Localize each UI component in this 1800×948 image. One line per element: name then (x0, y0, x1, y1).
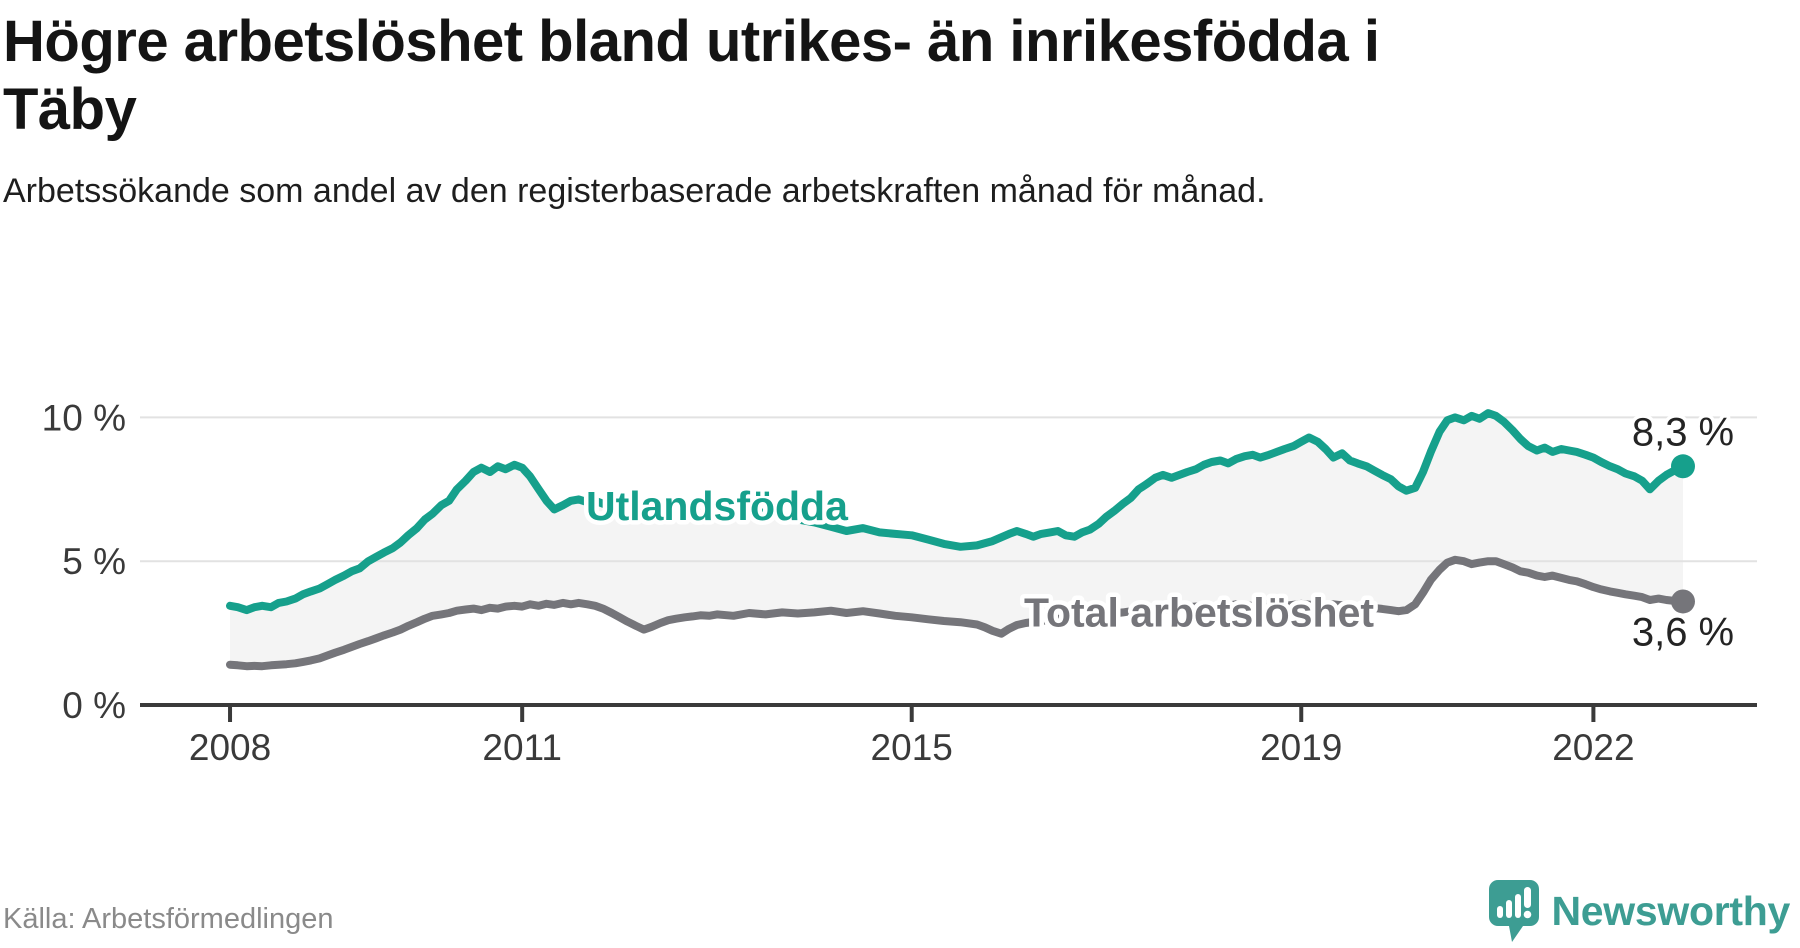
x-tick-label-2008: 2008 (189, 727, 271, 768)
series-label-utlandsfodda: Utlandsfödda (586, 483, 849, 529)
series-line-total (226, 555, 1687, 671)
newsworthy-icon (1488, 880, 1539, 942)
y-tick-label-10pct: 10 % (42, 397, 126, 438)
y-tick-label-0pct: 0 % (62, 685, 126, 726)
series-end-dot-utlandsfodda (1670, 454, 1695, 479)
band-fill-between-series (230, 413, 1683, 667)
x-tick-label-2015: 2015 (871, 727, 953, 768)
chart-subtitle: Arbetssökande som andel av den registerb… (3, 171, 1266, 210)
newsworthy-logo: Newsworthy (1488, 880, 1791, 942)
chart-title: Högre arbetslöshet bland utrikes- än inr… (3, 9, 1380, 142)
source-note: Källa: Arbetsförmedlingen (3, 903, 334, 935)
series-end-dot-total (1670, 589, 1695, 614)
series-label-total: Total arbetslöshet (1024, 590, 1374, 636)
x-tick-label-2011: 2011 (482, 727, 562, 768)
newsworthy-wordmark: Newsworthy (1551, 887, 1791, 934)
y-tick-label-5pct: 5 % (62, 541, 126, 582)
series-line-utlandsfodda (226, 409, 1687, 615)
x-tick-label-2019: 2019 (1260, 727, 1342, 768)
end-value-label-total: 3,6 % (1632, 610, 1734, 654)
x-tick-label-2022: 2022 (1552, 727, 1634, 768)
end-value-label-utlandsfodda: 8,3 % (1632, 410, 1734, 454)
